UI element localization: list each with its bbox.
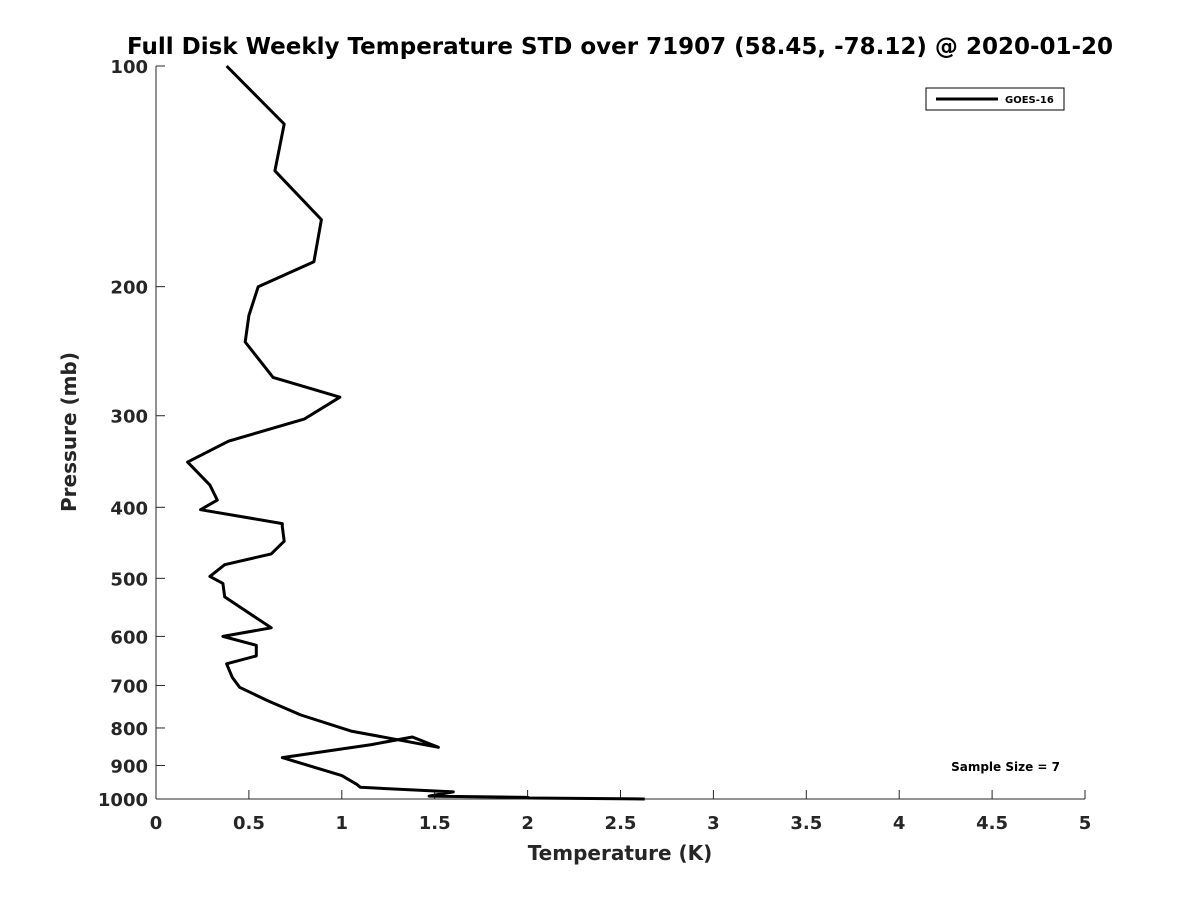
y-tick-label: 300 — [110, 407, 148, 428]
legend: GOES-16 — [925, 87, 1065, 111]
sample-size-annotation: Sample Size = 7 — [951, 760, 1060, 774]
x-tick-label: 2 — [521, 813, 534, 834]
y-tick-label: 100 — [110, 57, 148, 78]
y-axis-ticks: 100 200 300 400 500 600 700 800 900 1000 — [98, 57, 165, 811]
x-tick-label: 4 — [893, 813, 906, 834]
legend-entry-goes16: GOES-16 — [1005, 95, 1054, 106]
y-tick-label: 400 — [110, 498, 148, 519]
y-axis-label: Pressure (mb) — [57, 352, 81, 512]
y-tick-label: 500 — [110, 569, 148, 590]
x-axis-ticks: 0 0.5 1 1.5 2 2.5 3 3.5 4 4.5 5 — [150, 790, 1092, 834]
y-tick-label: 800 — [110, 719, 148, 740]
y-tick-label: 700 — [110, 676, 148, 697]
x-tick-label: 0 — [150, 813, 163, 834]
x-tick-label: 2.5 — [605, 813, 637, 834]
series-line-goes16 — [186, 64, 645, 801]
x-tick-label: 1.5 — [419, 813, 451, 834]
x-tick-label: 4.5 — [976, 813, 1008, 834]
x-tick-label: 3 — [707, 813, 720, 834]
x-tick-label: 5 — [1079, 813, 1092, 834]
x-axis-label: Temperature (K) — [528, 841, 713, 865]
y-tick-label: 900 — [110, 756, 148, 777]
y-tick-label: 200 — [110, 278, 148, 299]
x-tick-label: 1 — [336, 813, 349, 834]
x-tick-label: 3.5 — [790, 813, 822, 834]
y-tick-label: 600 — [110, 627, 148, 648]
x-tick-label: 0.5 — [233, 813, 265, 834]
y-tick-label: 1000 — [98, 790, 148, 811]
chart-title: Full Disk Weekly Temperature STD over 71… — [127, 34, 1113, 60]
